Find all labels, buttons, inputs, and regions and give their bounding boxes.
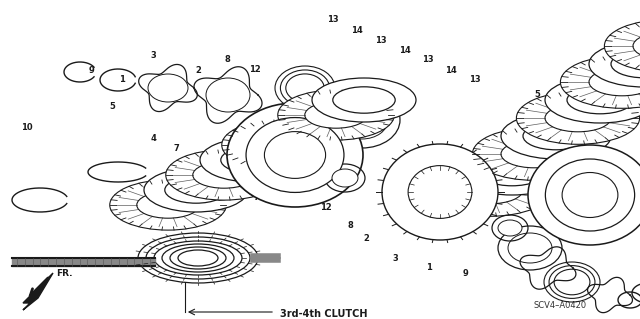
- Ellipse shape: [545, 104, 611, 132]
- Text: 5: 5: [534, 90, 541, 99]
- Ellipse shape: [165, 177, 227, 203]
- Text: 6: 6: [298, 184, 304, 193]
- Text: 7: 7: [173, 144, 179, 153]
- Ellipse shape: [408, 166, 472, 219]
- Ellipse shape: [178, 250, 218, 266]
- Text: 4: 4: [229, 184, 236, 193]
- Text: 3: 3: [151, 51, 156, 60]
- Text: 7: 7: [253, 193, 259, 202]
- Ellipse shape: [221, 147, 283, 173]
- Ellipse shape: [166, 150, 282, 200]
- Ellipse shape: [561, 56, 640, 108]
- Ellipse shape: [472, 128, 596, 180]
- Ellipse shape: [137, 192, 199, 218]
- Ellipse shape: [144, 168, 248, 212]
- Ellipse shape: [193, 162, 255, 188]
- Ellipse shape: [110, 180, 227, 230]
- Text: 7: 7: [212, 167, 217, 176]
- Ellipse shape: [278, 90, 394, 140]
- Ellipse shape: [312, 78, 416, 122]
- Ellipse shape: [333, 87, 396, 113]
- Text: 4: 4: [188, 158, 194, 167]
- Ellipse shape: [523, 122, 589, 150]
- Ellipse shape: [256, 108, 360, 152]
- Ellipse shape: [277, 117, 339, 143]
- Text: 10: 10: [559, 79, 570, 88]
- Text: 2: 2: [363, 234, 369, 243]
- Text: 13: 13: [469, 75, 481, 84]
- Ellipse shape: [332, 169, 358, 187]
- Text: 9: 9: [463, 269, 468, 278]
- Text: 13: 13: [327, 15, 339, 24]
- Ellipse shape: [305, 102, 367, 128]
- Ellipse shape: [501, 140, 567, 168]
- Ellipse shape: [324, 92, 400, 148]
- Ellipse shape: [457, 149, 567, 195]
- Text: 13: 13: [422, 56, 433, 64]
- Text: 10: 10: [21, 123, 33, 132]
- Ellipse shape: [501, 113, 611, 159]
- Text: 14: 14: [351, 26, 363, 35]
- Ellipse shape: [545, 159, 635, 231]
- Ellipse shape: [479, 158, 545, 186]
- Ellipse shape: [264, 132, 326, 178]
- Text: 1: 1: [118, 75, 125, 84]
- Ellipse shape: [498, 220, 522, 236]
- Text: 8: 8: [348, 221, 353, 230]
- Ellipse shape: [154, 241, 242, 275]
- Ellipse shape: [528, 145, 640, 245]
- Text: 3rd-4th CLUTCH: 3rd-4th CLUTCH: [280, 309, 367, 319]
- Ellipse shape: [162, 244, 234, 272]
- Ellipse shape: [611, 50, 640, 78]
- Text: 14: 14: [399, 46, 410, 55]
- Text: 12: 12: [321, 204, 332, 212]
- Text: 11: 11: [319, 142, 331, 151]
- Ellipse shape: [604, 20, 640, 72]
- Text: 9: 9: [89, 66, 94, 75]
- Ellipse shape: [246, 118, 344, 192]
- Ellipse shape: [200, 138, 304, 182]
- Text: FR.: FR.: [56, 269, 72, 278]
- Polygon shape: [23, 273, 53, 310]
- Text: 8: 8: [225, 55, 230, 63]
- Text: 12: 12: [249, 65, 260, 74]
- Text: SCV4–A0420: SCV4–A0420: [533, 301, 587, 310]
- Ellipse shape: [545, 77, 640, 123]
- Text: 4: 4: [150, 134, 157, 143]
- Ellipse shape: [428, 164, 552, 216]
- Text: 2: 2: [195, 66, 202, 75]
- Ellipse shape: [249, 132, 311, 158]
- Ellipse shape: [498, 226, 562, 270]
- Ellipse shape: [516, 92, 639, 144]
- Ellipse shape: [382, 144, 498, 240]
- Text: 14: 14: [445, 66, 457, 75]
- Text: 1: 1: [426, 263, 432, 272]
- Ellipse shape: [146, 237, 250, 279]
- Ellipse shape: [589, 68, 640, 96]
- Ellipse shape: [170, 247, 226, 269]
- Ellipse shape: [227, 103, 363, 207]
- Text: 11: 11: [289, 142, 300, 151]
- Text: 13: 13: [375, 36, 387, 45]
- Ellipse shape: [562, 173, 618, 218]
- Ellipse shape: [222, 120, 339, 170]
- Text: 3: 3: [393, 254, 398, 263]
- Ellipse shape: [457, 176, 523, 204]
- Ellipse shape: [138, 233, 258, 283]
- Ellipse shape: [633, 32, 640, 60]
- Ellipse shape: [567, 86, 633, 114]
- Text: 5: 5: [109, 102, 115, 111]
- Ellipse shape: [589, 41, 640, 87]
